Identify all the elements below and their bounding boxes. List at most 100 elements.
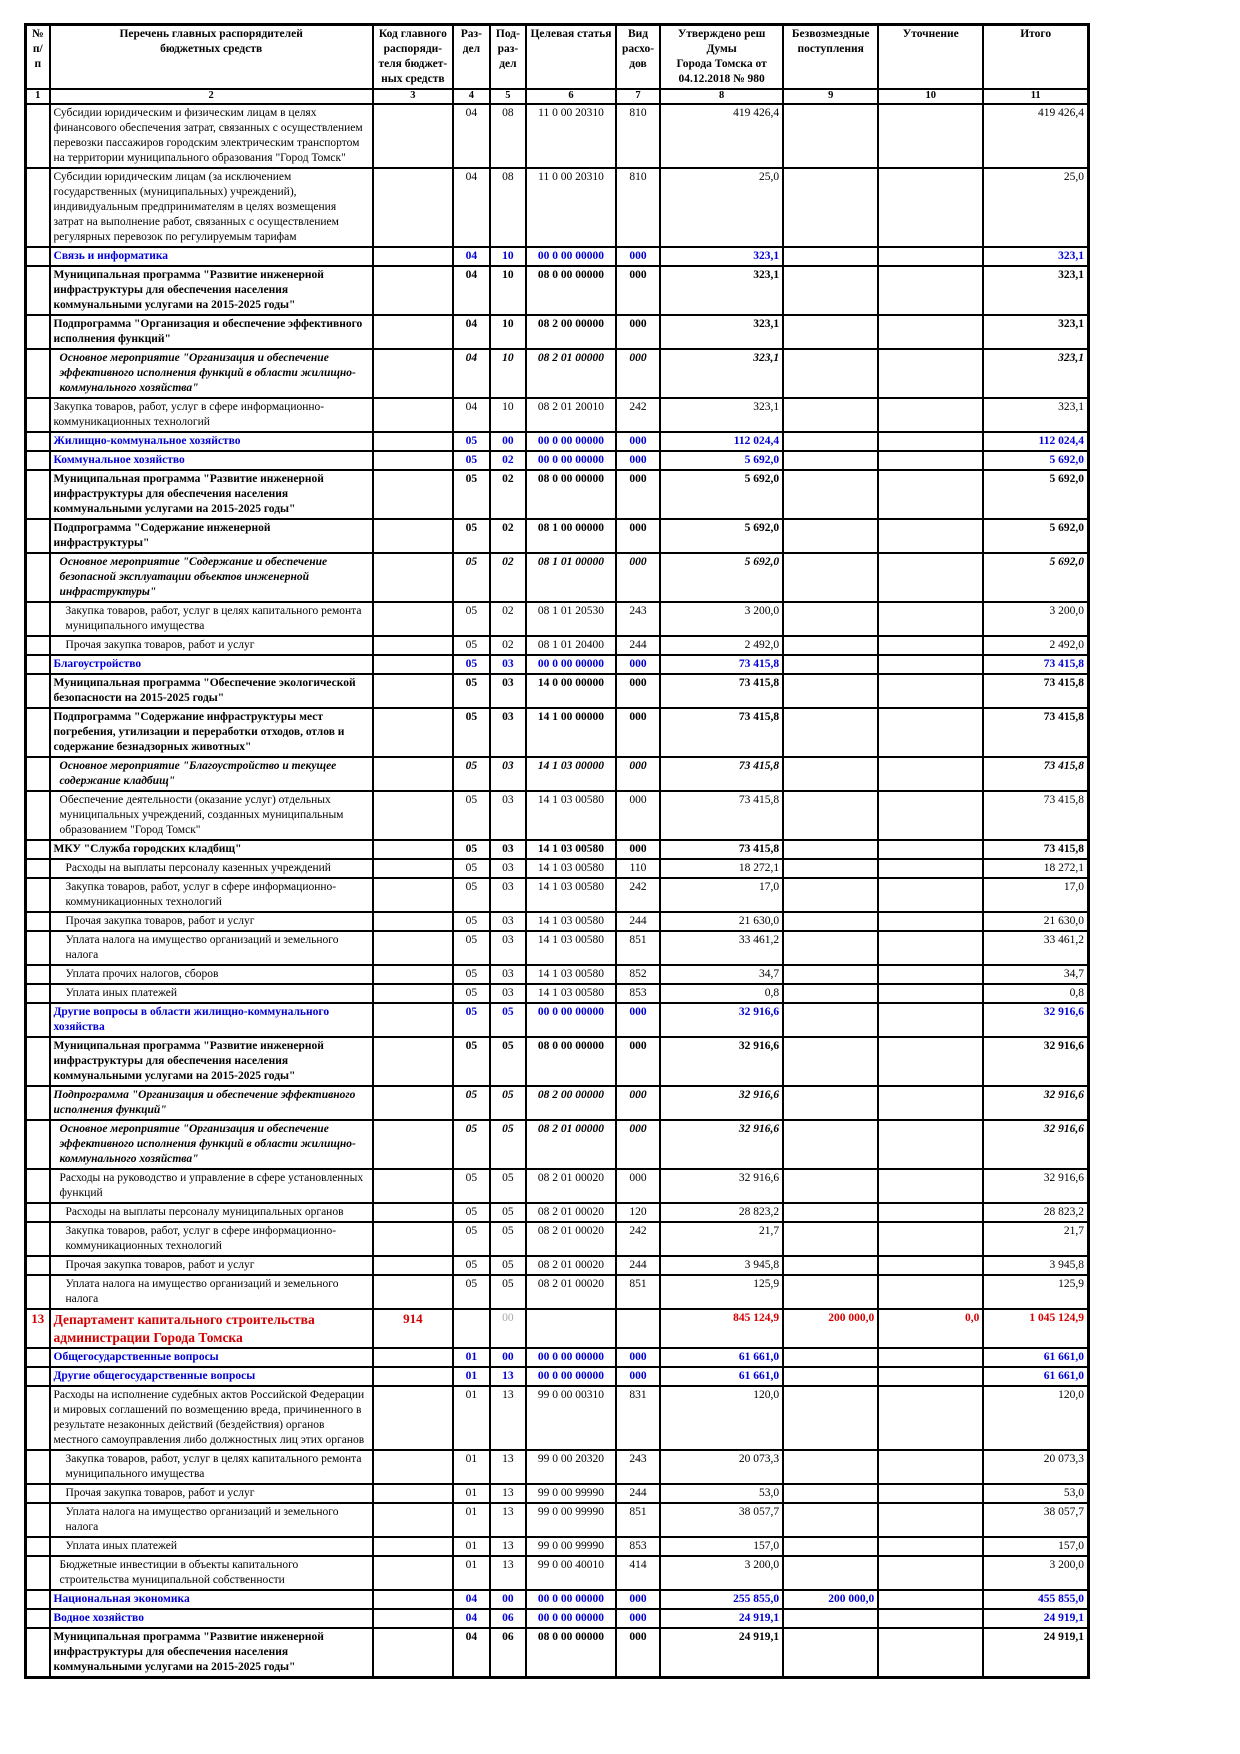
cell-podrazdel: 03	[488, 654, 527, 675]
cell-total: 24 919,1	[982, 1608, 1090, 1629]
cell-target: 08 2 01 00020	[524, 1274, 618, 1310]
cell-vid: 000	[615, 348, 662, 399]
cell-approved: 32 916,6	[659, 1168, 785, 1204]
cell-target: 99 0 00 99990	[524, 1502, 618, 1538]
cell-gratuitous	[782, 1385, 880, 1451]
cell-approved: 3 200,0	[659, 1555, 785, 1591]
cell-name: Прочая закупка товаров, работ и услуг	[48, 911, 374, 932]
index-num: 1	[24, 88, 51, 105]
cell-num	[24, 635, 51, 656]
cell-gratuitous	[782, 839, 880, 860]
cell-podrazdel: 00	[488, 1347, 527, 1368]
cell-clarification	[877, 1202, 985, 1223]
cell-code	[371, 167, 454, 248]
cell-total: 73 415,8	[982, 673, 1090, 709]
cell-target: 14 1 03 00580	[524, 790, 618, 841]
cell-clarification	[877, 839, 985, 860]
cell-razdel: 05	[451, 1168, 491, 1204]
cell-clarification	[877, 911, 985, 932]
cell-num	[24, 1536, 51, 1557]
budget-table: № п/п Перечень главных распорядителей бю…	[24, 23, 1090, 1679]
cell-num	[24, 348, 51, 399]
header-razdel: Раз- дел	[451, 23, 491, 90]
cell-vid: 243	[615, 601, 662, 637]
cell-target: 08 2 01 00000	[524, 1119, 618, 1170]
cell-clarification	[877, 673, 985, 709]
cell-clarification	[877, 635, 985, 656]
cell-total: 5 692,0	[982, 518, 1090, 554]
cell-approved: 255 855,0	[659, 1589, 785, 1610]
cell-target: 14 0 00 00000	[524, 673, 618, 709]
cell-name: Благоустройство	[48, 654, 374, 675]
cell-gratuitous	[782, 1202, 880, 1223]
cell-name: МКУ "Служба городских кладбищ"	[48, 839, 374, 860]
cell-total: 34,7	[982, 964, 1090, 985]
cell-num: 13	[24, 1308, 51, 1349]
cell-gratuitous	[782, 1119, 880, 1170]
header-clarification: Уточнение	[877, 23, 985, 90]
cell-vid: 110	[615, 858, 662, 879]
cell-target: 14 1 03 00580	[524, 930, 618, 966]
cell-razdel: 05	[451, 707, 491, 758]
cell-name: Уплата налога на имущество организаций и…	[48, 1274, 374, 1310]
cell-num	[24, 1555, 51, 1591]
cell-code	[371, 1168, 454, 1204]
cell-podrazdel: 05	[488, 1168, 527, 1204]
cell-total: 32 916,6	[982, 1036, 1090, 1087]
cell-name: Общегосударственные вопросы	[48, 1347, 374, 1368]
cell-razdel: 05	[451, 1202, 491, 1223]
cell-clarification	[877, 1536, 985, 1557]
table-row: Уплата налога на имущество организаций и…	[24, 1274, 1090, 1310]
header-gratuitous: Безвозмездные поступления	[782, 23, 880, 90]
cell-podrazdel: 06	[488, 1627, 527, 1679]
table-row: Общегосударственные вопросы 01 00 00 0 00 0…	[24, 1347, 1090, 1368]
cell-target: 08 2 00 00000	[524, 1085, 618, 1121]
cell-code	[371, 397, 454, 433]
cell-razdel: 05	[451, 635, 491, 656]
cell-name: Уплата иных платежей	[48, 1536, 374, 1557]
cell-target: 14 1 00 00000	[524, 707, 618, 758]
table-row: Коммунальное хозяйство 05 02 00 0 00 00000 0…	[24, 450, 1090, 471]
cell-vid: 000	[615, 314, 662, 350]
cell-gratuitous	[782, 1168, 880, 1204]
table-row: Основное мероприятие "Содержание и обесп…	[24, 552, 1090, 603]
cell-name: Основное мероприятие "Благоустройство и …	[48, 756, 374, 792]
cell-num	[24, 673, 51, 709]
cell-clarification	[877, 1168, 985, 1204]
cell-podrazdel: 00	[488, 1308, 527, 1349]
cell-name: Обеспечение деятельности (оказание услуг…	[48, 790, 374, 841]
cell-gratuitous	[782, 348, 880, 399]
table-row: Закупка товаров, работ, услуг в сфере ин…	[24, 397, 1090, 433]
cell-vid: 000	[615, 654, 662, 675]
cell-razdel: 05	[451, 552, 491, 603]
cell-podrazdel: 13	[488, 1449, 527, 1485]
cell-total: 18 272,1	[982, 858, 1090, 879]
cell-clarification	[877, 1449, 985, 1485]
table-row: Подпрограмма "Содержание инженерной инфр…	[24, 518, 1090, 554]
table-row: Закупка товаров, работ, услуг в сфере ин…	[24, 877, 1090, 913]
cell-podrazdel: 02	[488, 469, 527, 520]
cell-podrazdel: 02	[488, 552, 527, 603]
cell-podrazdel: 08	[488, 103, 527, 169]
cell-approved: 0,8	[659, 983, 785, 1004]
cell-gratuitous	[782, 673, 880, 709]
cell-razdel: 05	[451, 601, 491, 637]
cell-approved: 845 124,9	[659, 1308, 785, 1349]
cell-approved: 125,9	[659, 1274, 785, 1310]
cell-razdel: 05	[451, 518, 491, 554]
cell-name: Основное мероприятие "Организация и обес…	[48, 1119, 374, 1170]
cell-code	[371, 1608, 454, 1629]
cell-num	[24, 1347, 51, 1368]
header-code: Код главного распоряди- теля бюджет- ных…	[371, 23, 454, 90]
cell-clarification	[877, 1608, 985, 1629]
cell-code	[371, 790, 454, 841]
table-row: Другие вопросы в области жилищно-коммуна…	[24, 1002, 1090, 1038]
cell-gratuitous	[782, 858, 880, 879]
cell-approved: 323,1	[659, 265, 785, 316]
cell-total: 157,0	[982, 1536, 1090, 1557]
cell-clarification	[877, 265, 985, 316]
cell-razdel: 04	[451, 1589, 491, 1610]
index-total: 11	[982, 88, 1090, 105]
cell-name: Прочая закупка товаров, работ и услуг	[48, 635, 374, 656]
cell-total: 73 415,8	[982, 839, 1090, 860]
